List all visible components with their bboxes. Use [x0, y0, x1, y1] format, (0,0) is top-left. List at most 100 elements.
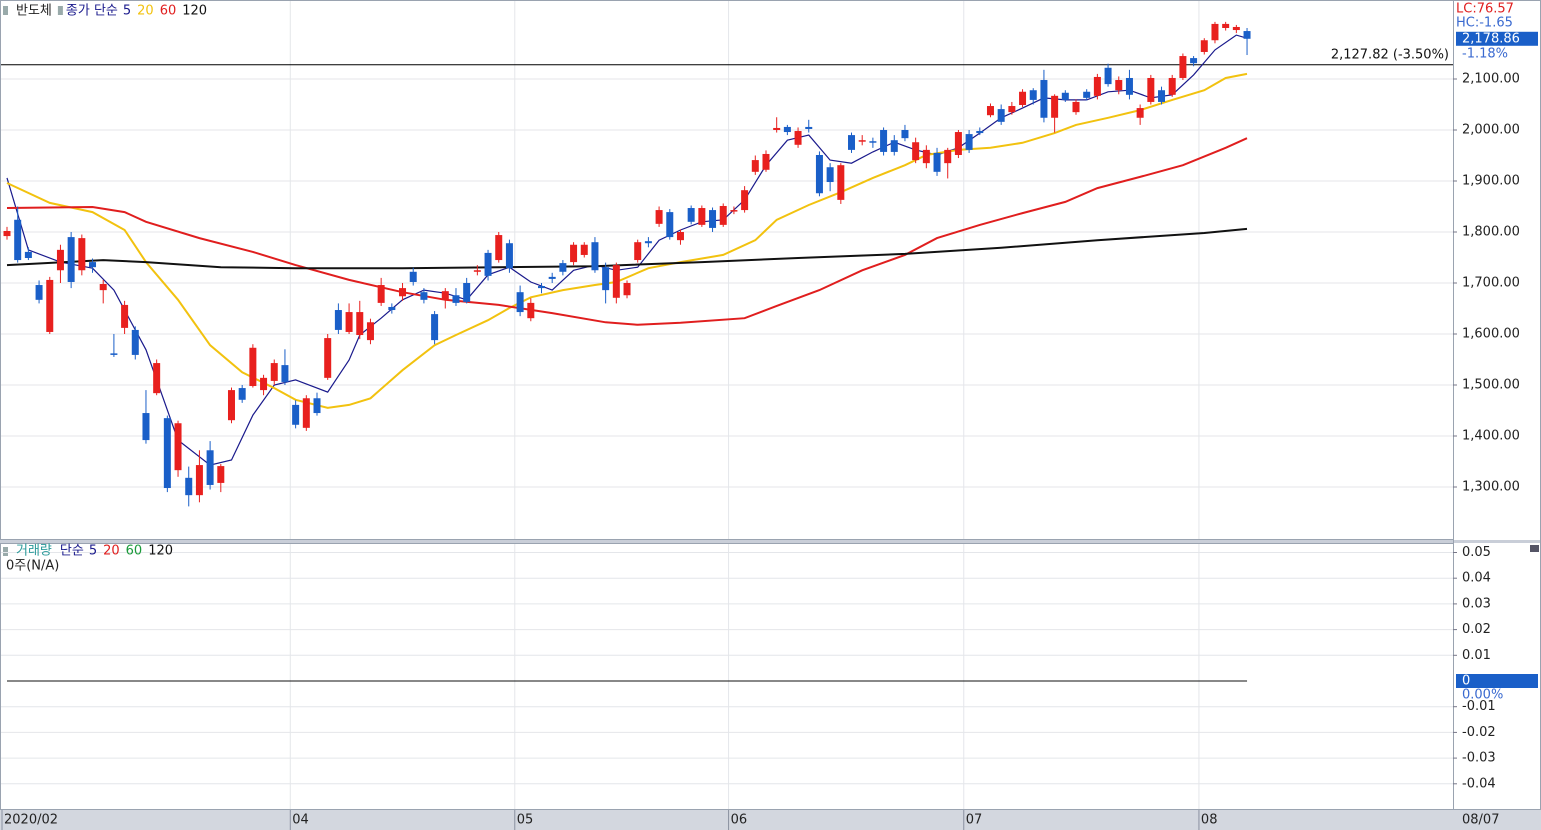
candle-body: [484, 252, 492, 276]
candle-body: [773, 127, 781, 130]
candle-body: [794, 131, 802, 145]
y-tick-label: 0.02: [1462, 622, 1491, 637]
candle-body: [612, 265, 620, 298]
candle-body: [1061, 92, 1069, 100]
legend-icon: [57, 6, 63, 15]
y-tick-label: 1,600.00: [1462, 327, 1520, 342]
candle-body: [538, 286, 545, 289]
y-tick-label: 1,300.00: [1462, 480, 1520, 495]
candle-body: [912, 142, 920, 161]
candle-body: [473, 270, 481, 272]
candle-body: [880, 130, 888, 152]
legend-icon: [3, 6, 8, 15]
last-price-label: 2,178.86: [1462, 31, 1520, 46]
candle-body: [591, 242, 599, 271]
y-tick-label: -0.04: [1462, 776, 1496, 791]
lc-label: LC:76.57: [1456, 2, 1514, 17]
hc-label: HC:-1.65: [1456, 16, 1513, 31]
y-tick-label: 0.04: [1462, 571, 1491, 586]
candle-body: [783, 126, 791, 133]
candle-body: [409, 271, 417, 282]
legend-icon: [3, 547, 8, 556]
candle-body: [1115, 80, 1123, 91]
y-tick-label: 1,500.00: [1462, 378, 1520, 393]
legend-prefix: 종가 단순: [66, 4, 118, 19]
legend-label: 60: [126, 544, 143, 559]
candle-body: [1040, 80, 1048, 118]
candle-body: [805, 126, 813, 129]
candle-body: [388, 306, 396, 311]
candle-body: [1168, 77, 1176, 95]
candle-body: [227, 390, 235, 421]
legend-label: 5: [123, 4, 131, 19]
candle-body: [185, 477, 193, 496]
candle-body: [1029, 90, 1037, 100]
y-tick-label: 1,900.00: [1462, 174, 1520, 189]
candle-body: [334, 310, 342, 330]
candle-body: [46, 279, 54, 332]
candle-body: [270, 363, 278, 381]
candle-body: [238, 388, 246, 400]
legend-prefix: 단순: [60, 544, 84, 559]
last-price-box: [1456, 31, 1538, 46]
legend-label: 60: [160, 4, 177, 19]
x-tick-label: 06: [731, 813, 748, 828]
candle-body: [110, 353, 118, 355]
candle-body: [580, 244, 588, 255]
candle-body: [142, 413, 150, 441]
candle-body: [719, 205, 727, 225]
candle-body: [174, 423, 182, 471]
candle-body: [730, 210, 738, 212]
candle-body: [366, 322, 374, 341]
legend-label: 5: [89, 544, 97, 559]
candle-body: [837, 165, 845, 200]
y-tick-label: -0.03: [1462, 751, 1496, 766]
legend-label: 120: [148, 544, 173, 559]
candle-body: [676, 232, 684, 241]
candle-body: [1232, 26, 1240, 31]
candle-body: [869, 141, 877, 143]
candle-body: [858, 140, 866, 142]
candle-body: [505, 243, 513, 269]
legend-label: 20: [103, 544, 120, 559]
candle-body: [1158, 90, 1166, 102]
candle-body: [1083, 91, 1091, 98]
candle-body: [345, 312, 353, 332]
candle-body: [163, 418, 171, 489]
candle-body: [399, 288, 407, 297]
candle-body: [698, 208, 706, 225]
y-tick-label: 2,000.00: [1462, 123, 1520, 138]
candle-body: [67, 237, 75, 282]
candle-body: [1136, 108, 1144, 118]
close-button[interactable]: [1530, 545, 1539, 552]
candle-body: [997, 109, 1005, 122]
candle-body: [559, 263, 567, 272]
y-tick-label: 1,700.00: [1462, 276, 1520, 291]
chart-title: 반도체: [16, 4, 52, 19]
candle-body: [1211, 23, 1219, 41]
volume-status: 0주(N/A): [6, 559, 59, 574]
candle-body: [1019, 91, 1027, 106]
candle-body: [195, 465, 203, 496]
x-end-label: 08/07: [1462, 813, 1499, 828]
candle-body: [206, 450, 214, 485]
candle-body: [644, 241, 652, 244]
candle-body: [751, 160, 759, 172]
candle-body: [944, 149, 952, 164]
x-tick-label: 04: [292, 813, 309, 828]
candle-body: [420, 292, 428, 300]
candle-body: [217, 466, 225, 483]
candle-body: [3, 230, 11, 237]
candle-body: [848, 135, 856, 150]
candle-body: [35, 285, 43, 300]
reference-label: 2,127.82 (-3.50%): [1331, 47, 1449, 62]
candle-body: [687, 208, 695, 222]
candle-body: [356, 312, 364, 336]
pane-separator: [0, 540, 1541, 543]
y-tick-label: 0.01: [1462, 648, 1491, 663]
candle-body: [292, 404, 300, 425]
candle-body: [1190, 58, 1198, 64]
